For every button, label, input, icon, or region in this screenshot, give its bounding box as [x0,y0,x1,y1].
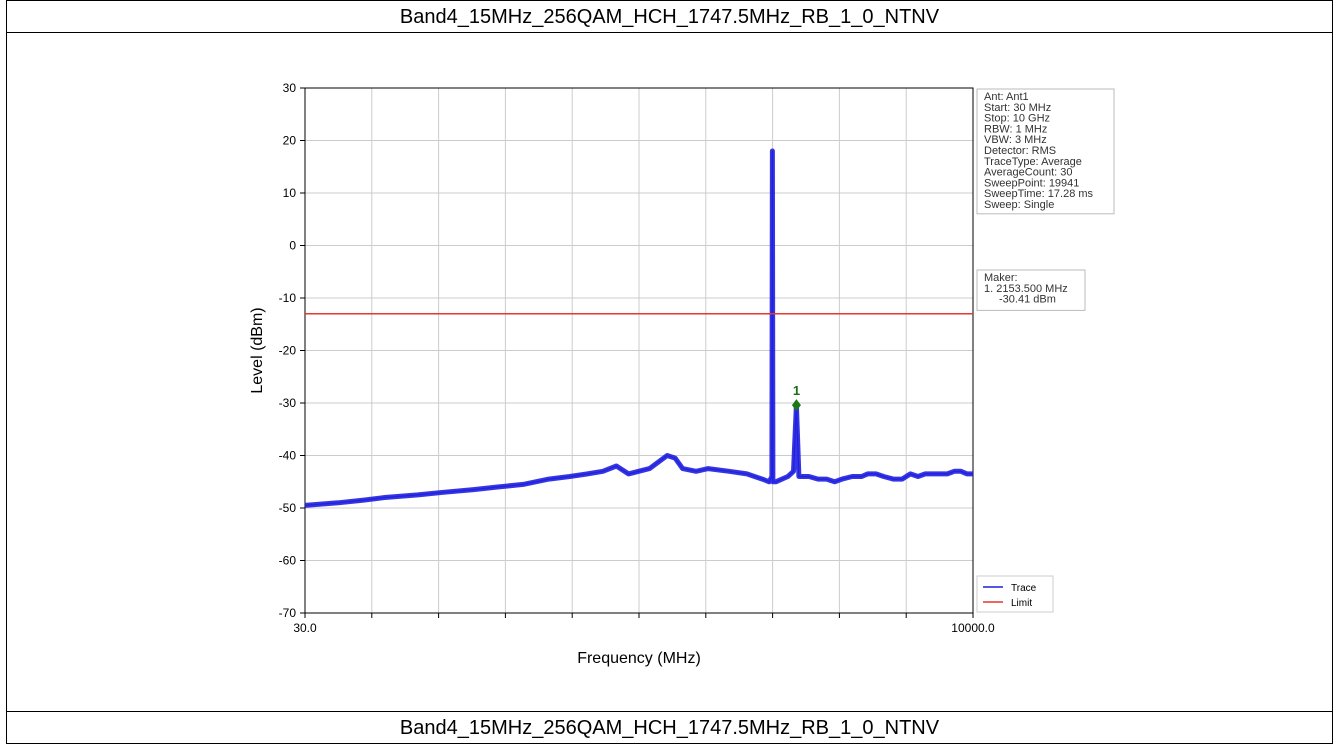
series-layer [304,148,973,508]
settings-box-frame [976,88,1115,215]
y-tick-label: -30 [279,396,297,410]
settings-line: RBW: 1 MHz [984,123,1047,135]
settings-line: SweepTime: 17.28 ms [984,188,1094,200]
y-tick-label: -70 [279,606,297,620]
marker-readout-box: Maker:1. 2153.500 MHz-30.41 dBm [976,269,1086,311]
y-tick-label: -40 [279,449,297,463]
y-tick-label: -20 [279,344,297,358]
marker-diamond [791,399,801,412]
y-tick-label: 20 [283,134,297,148]
x-axis-ticks: 30.0 10000.0 [293,613,995,635]
y-tick-label: 0 [289,239,296,253]
settings-line: AverageCount: 30 [984,167,1072,179]
caption-top: Band4_15MHz_256QAM_HCH_1747.5MHz_RB_1_0_… [6,0,1333,33]
marker-readout-line: 1. 2153.500 MHz [984,283,1068,295]
settings-line: TraceType: Average [984,156,1082,168]
trace-line [304,150,973,506]
legend-frame [976,575,1054,613]
x-tick-label: 30.0 [293,621,317,635]
legend-label: Trace [1011,583,1037,594]
settings-line: Start: 30 MHz [984,102,1051,114]
y-axis-ticks: 30 20 10 0 -10 -20 -30 -40 -50 -60 -70 [279,81,305,620]
y-tick-label: 30 [283,81,297,95]
marker-readout-line: Maker: [984,272,1018,284]
y-tick-label: 10 [283,186,297,200]
settings-line: Stop: 10 GHz [984,113,1050,125]
x-axis-label: Frequency (MHz) [577,650,701,667]
marker-group: 1 [791,383,801,412]
y-axis-label: Level (dBm) [249,307,266,393]
legend: Trace Limit [976,575,1054,613]
settings-line: Detector: RMS [984,145,1056,157]
settings-line: VBW: 3 MHz [984,134,1047,146]
grid-lines [305,87,973,614]
page-frame [6,0,1333,744]
y-tick-label: -50 [279,501,297,515]
marker-readout-line: -30.41 dBm [999,294,1056,306]
settings-line: Ant: Ant1 [984,91,1029,103]
legend-label: Limit [1011,598,1032,609]
x-tick-label: 10000.0 [951,621,995,635]
settings-line: SweepPoint: 19941 [984,177,1079,189]
marker-label: 1 [793,383,800,398]
y-tick-label: -10 [279,291,297,305]
settings-line: Sweep: Single [984,199,1054,211]
marker-box-frame [976,269,1086,311]
y-tick-label: -60 [279,554,297,568]
